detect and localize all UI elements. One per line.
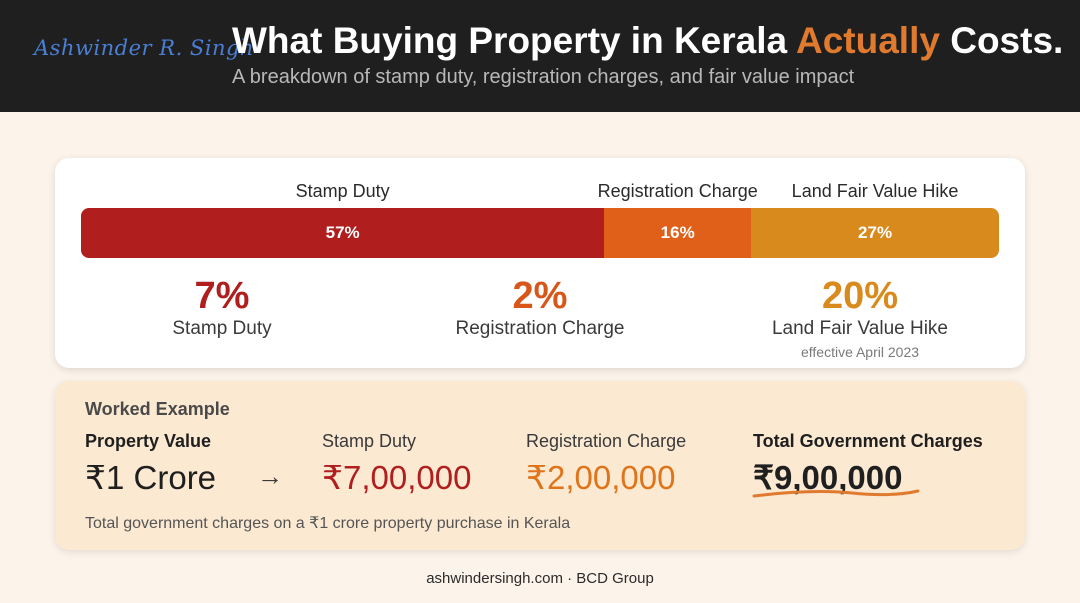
page-title: What Buying Property in Kerala Actually … (232, 20, 1063, 62)
registration-value: ₹2,00,000 (526, 459, 676, 496)
footer-credit: ashwindersingh.com · BCD Group (426, 570, 654, 587)
stat-value: 7% (194, 275, 250, 317)
stat-registration: 2% Registration Charge (456, 276, 625, 340)
title-part-2: Costs. (939, 20, 1064, 61)
stamp-duty-label: Stamp Duty (322, 431, 417, 451)
total-column: Total Government Charges ₹9,00,000 (753, 431, 983, 497)
bar-segment-3: 27% (751, 208, 999, 258)
stat-stamp-duty: 7% Stamp Duty (172, 276, 271, 340)
worked-example-card: Worked Example Property Value ₹1 Crore →… (55, 381, 1025, 550)
stat-note: effective April 2023 (800, 344, 920, 360)
stacked-bar: 57% 16% 27% (81, 208, 999, 258)
header: Ashwinder R. Singh What Buying Property … (0, 0, 1080, 112)
title-part-1: What Buying Property in Kerala (232, 20, 796, 61)
title-accent: Actually (796, 20, 940, 61)
stat-value: 2% (512, 275, 568, 317)
stamp-duty-column: Stamp Duty ₹7,00,000 (322, 431, 471, 497)
category-label: Stamp Duty (295, 181, 390, 201)
breakdown-card: Stamp Duty Registration Charge Land Fair V… (55, 158, 1025, 368)
property-value: ₹1 Crore (85, 459, 217, 496)
property-value-label: Property Value (85, 431, 212, 451)
bar-value-label: 57% (325, 223, 360, 242)
underline-decoration (752, 489, 920, 498)
total-label: Total Government Charges (753, 431, 983, 451)
bar-segment-2: 16% (604, 208, 752, 258)
bar-value-label: 27% (858, 223, 893, 242)
stat-label: Stamp Duty (172, 318, 272, 339)
stat-label: Land Fair Value Hike (771, 318, 949, 339)
stamp-duty-value: ₹7,00,000 (322, 459, 472, 496)
total-value: ₹9,00,000 (753, 459, 903, 496)
bar-segment-1: 57% (81, 208, 605, 258)
page-subtitle: A breakdown of stamp duty, registration … (232, 66, 855, 88)
stat-label: Registration Charge (455, 318, 625, 339)
registration-label: Registration Charge (526, 431, 687, 451)
signature-logo: Ashwinder R. Singh (34, 36, 255, 60)
category-label: Land Fair Value Hike (791, 181, 959, 201)
stat-value: 20% (821, 275, 899, 317)
arrow-right-icon: → (257, 461, 283, 491)
registration-column: Registration Charge ₹2,00,000 (526, 431, 686, 497)
worked-example-note: Total government charges on a ₹1 crore p… (85, 515, 571, 532)
worked-example-title: Worked Example (85, 399, 230, 419)
bar-value-label: 16% (660, 223, 695, 242)
property-value-column: Property Value ₹1 Crore (85, 431, 216, 497)
category-label: Registration Charge (597, 181, 758, 201)
stat-land-fair-value: 20% Land Fair Value Hike effective April… (772, 276, 948, 360)
